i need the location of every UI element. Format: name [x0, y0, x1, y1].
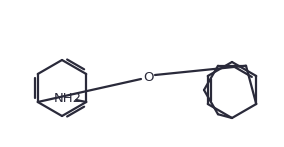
Text: NH2: NH2: [54, 91, 82, 105]
Text: O: O: [143, 71, 153, 83]
